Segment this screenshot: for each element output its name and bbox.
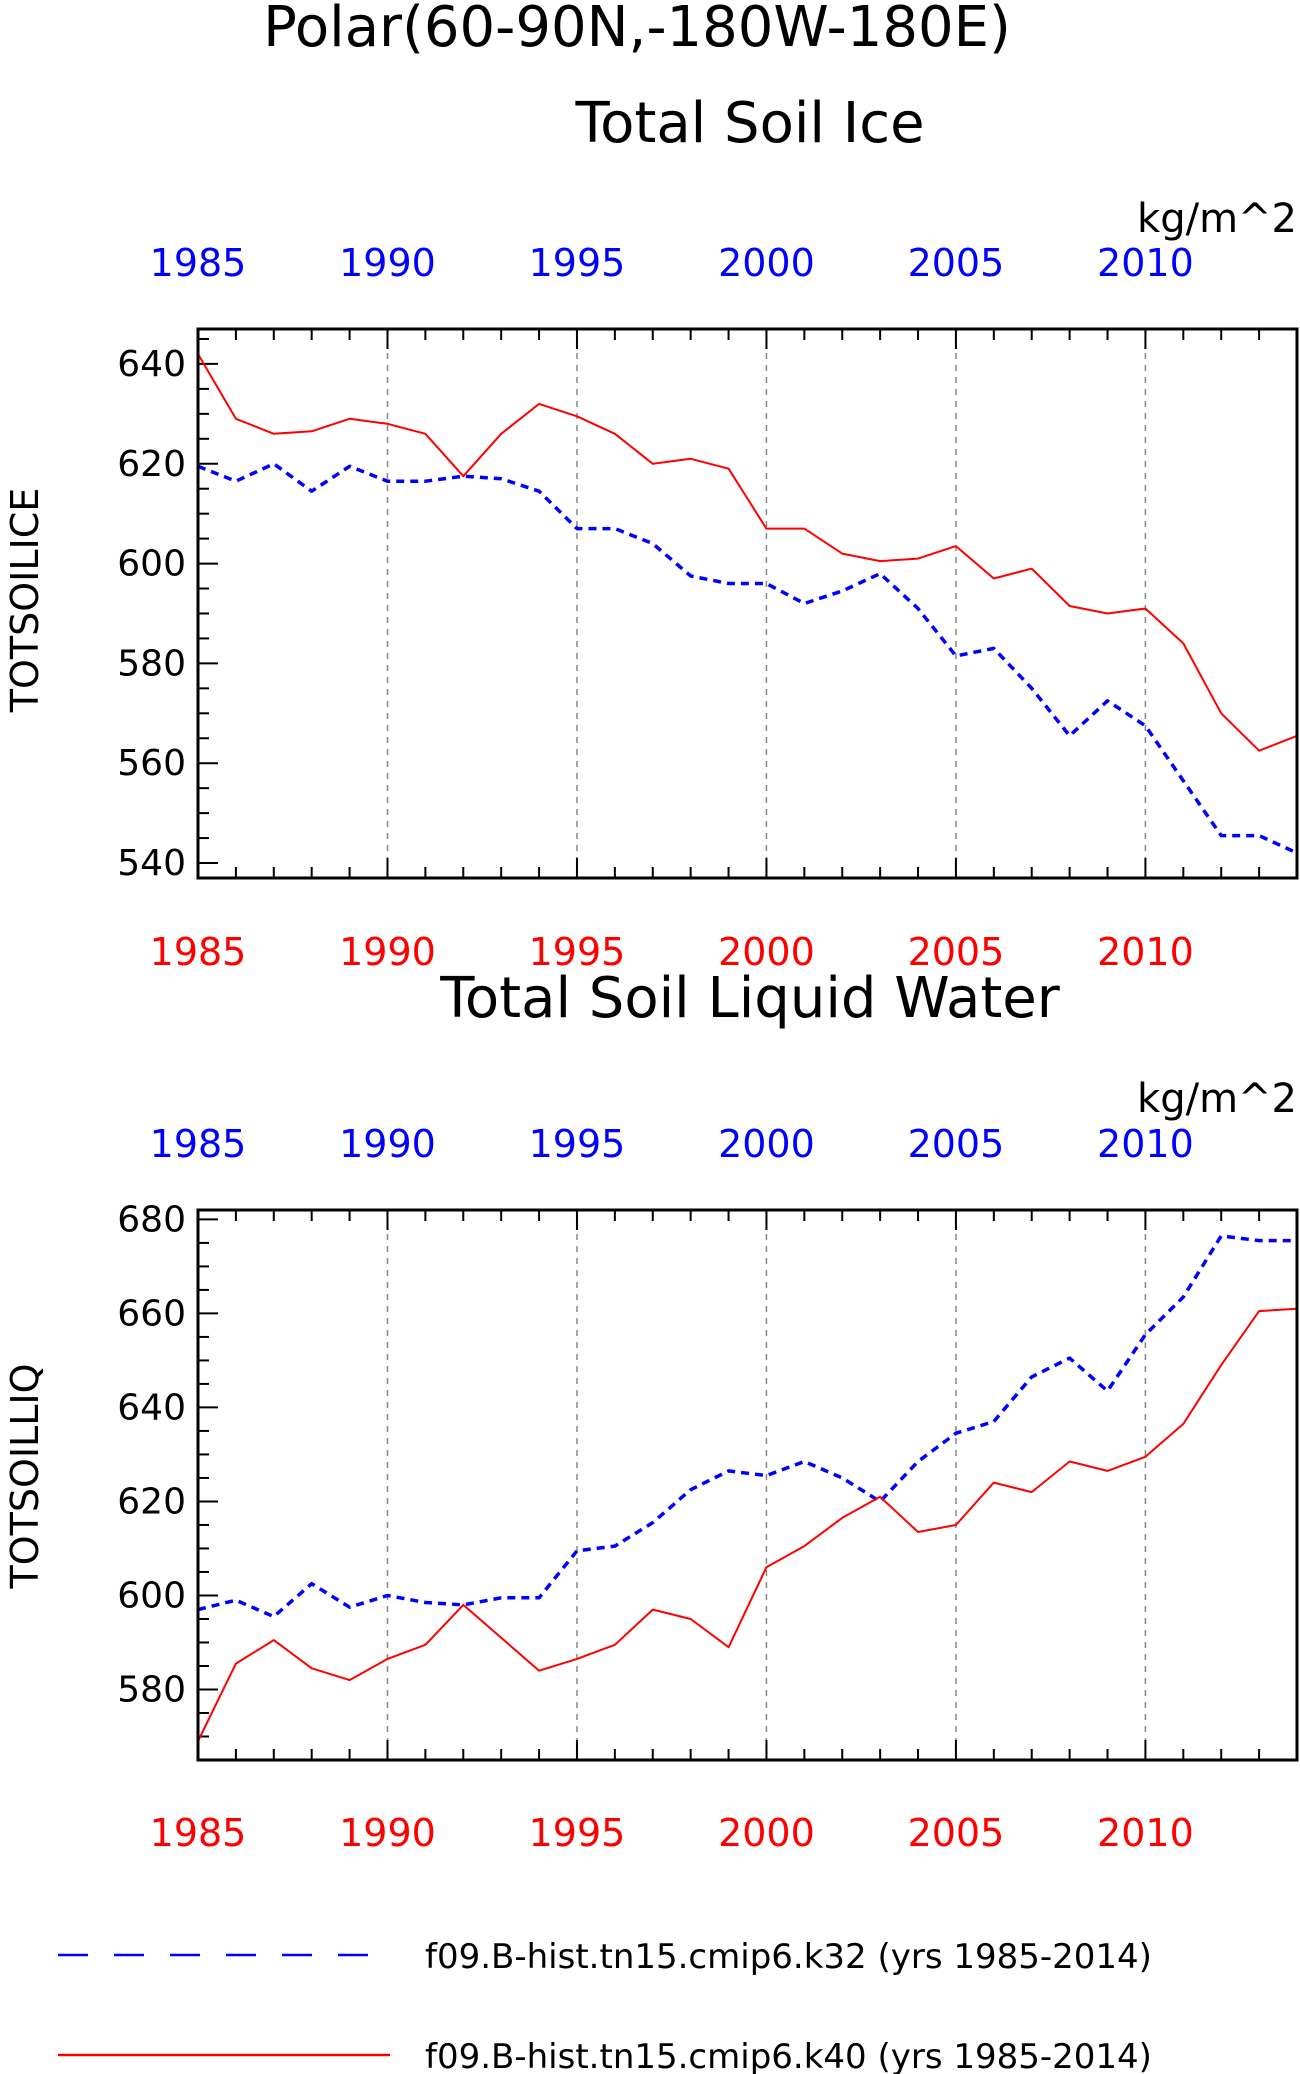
x-tick-label-bottom: 1995 [529,930,626,974]
y-tick-label: 560 [117,743,186,784]
x-tick-label-top: 2005 [908,1122,1005,1166]
y-tick-label: 640 [117,344,186,385]
x-tick-label-bottom: 2005 [908,1811,1005,1855]
x-tick-label-bottom: 2005 [908,930,1005,974]
x-tick-label-top: 2010 [1097,241,1194,285]
y-tick-label: 580 [117,643,186,684]
plot-frame [196,327,1299,880]
x-tick-label-bottom: 1995 [529,1811,626,1855]
x-tick-label-top: 1990 [339,241,436,285]
x-tick-label-bottom: 2000 [718,930,815,974]
legend-label-k32: f09.B-hist.tn15.cmip6.k32 (yrs 1985-2014… [425,1937,1152,1977]
x-tick-label-bottom: 2000 [718,1811,815,1855]
panel-title: Total Soil Liquid Water [439,966,1061,1031]
x-tick-label-top: 2010 [1097,1122,1194,1166]
x-tick-label-bottom: 1985 [150,930,247,974]
x-tick-label-bottom: 1990 [339,1811,436,1855]
legend-label-k40: f09.B-hist.tn15.cmip6.k40 (yrs 1985-2014… [425,2037,1152,2074]
y-tick-label: 620 [117,1481,186,1522]
x-tick-label-top: 1990 [339,1122,436,1166]
x-tick-label-top: 1995 [529,241,626,285]
panel-soil-ice: Total Soil Ice kg/m^2 TOTSOILICE 540 560 5… [3,91,1299,974]
y-axis-label: TOTSOILLIQ [3,1363,47,1589]
series-line-k40 [197,353,1298,752]
panel-title: Total Soil Ice [574,91,924,156]
x-tick-label-bottom: 2010 [1097,930,1194,974]
y-tick-label: 580 [117,1669,186,1710]
y-tick-label: 660 [117,1293,186,1334]
y-tick-label: 680 [117,1199,186,1240]
legend: f09.B-hist.tn15.cmip6.k32 (yrs 1985-2014… [58,1937,1152,2074]
x-tick-label-top: 1985 [150,241,247,285]
x-tick-label-top: 2000 [718,1122,815,1166]
x-tick-label-bottom: 2010 [1097,1811,1194,1855]
y-tick-label: 640 [117,1387,186,1428]
x-tick-label-top: 2000 [718,241,815,285]
units-label: kg/m^2 [1137,1076,1297,1122]
y-tick-label: 540 [117,843,186,884]
main-title: Polar(60-90N,-180W-180E) [263,0,1011,60]
y-tick-label: 600 [117,544,186,585]
x-tick-label-bottom: 1985 [150,1811,247,1855]
y-tick-label: 620 [117,444,186,485]
units-label: kg/m^2 [1137,196,1297,242]
y-axis-label: TOTSOILICE [3,488,47,714]
plot-frame [196,1208,1299,1762]
x-tick-label-top: 1995 [529,1122,626,1166]
y-tick-label: 600 [117,1575,186,1616]
x-tick-label-top: 2005 [908,241,1005,285]
series-line-k40 [197,1307,1298,1742]
series-line-k32 [197,462,1298,855]
panel-soil-liquid: Total Soil Liquid Water kg/m^2 TOTSOILLI… [3,966,1299,1855]
x-tick-label-bottom: 1990 [339,930,436,974]
series-line-k32 [197,1234,1297,1619]
x-tick-label-top: 1985 [150,1122,247,1166]
